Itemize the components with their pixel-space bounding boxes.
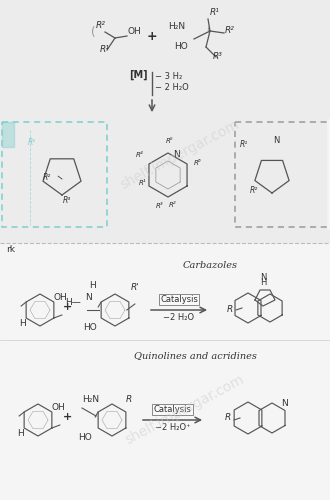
- Text: N: N: [173, 150, 180, 159]
- Text: R²: R²: [250, 186, 258, 195]
- Text: N: N: [280, 399, 287, 408]
- Text: R³: R³: [213, 52, 223, 61]
- Text: H: H: [90, 281, 96, 290]
- Text: Catalysis: Catalysis: [153, 405, 191, 414]
- Text: −2 H₂O⁺: −2 H₂O⁺: [155, 423, 190, 432]
- Text: −2 H₂O: −2 H₂O: [163, 313, 195, 322]
- Text: N: N: [273, 136, 279, 145]
- Text: H₂N: H₂N: [82, 395, 99, 404]
- Text: HO: HO: [78, 433, 92, 442]
- Bar: [2, 122, 107, 227]
- Text: OH: OH: [54, 293, 68, 302]
- Text: OH: OH: [127, 27, 141, 36]
- Text: R: R: [126, 395, 132, 404]
- Text: Quinolines and acridines: Quinolines and acridines: [134, 351, 256, 360]
- Text: N: N: [260, 273, 266, 282]
- Text: R²: R²: [169, 202, 177, 208]
- Text: (: (: [91, 26, 95, 39]
- Text: R¹: R¹: [100, 45, 110, 54]
- Text: R²: R²: [225, 26, 235, 35]
- Bar: [0, 0, 330, 243]
- Bar: [235, 122, 330, 227]
- Bar: [2, 122, 14, 147]
- Text: R³: R³: [156, 203, 164, 209]
- Text: Catalysis: Catalysis: [160, 295, 198, 304]
- Text: +: +: [63, 302, 73, 312]
- Text: [M]: [M]: [129, 70, 148, 80]
- Text: R¹: R¹: [139, 180, 147, 186]
- Text: rk: rk: [6, 245, 15, 254]
- Text: +: +: [147, 30, 157, 43]
- Text: R²: R²: [96, 21, 106, 30]
- Text: R¹: R¹: [210, 8, 220, 17]
- Text: H₂N: H₂N: [168, 22, 185, 31]
- Text: R³: R³: [63, 196, 71, 205]
- Text: OH: OH: [52, 403, 66, 412]
- Text: R²: R²: [43, 173, 51, 182]
- Text: R: R: [227, 305, 233, 314]
- Text: N: N: [85, 293, 92, 302]
- Bar: [0, 243, 330, 500]
- Text: H: H: [18, 319, 25, 328]
- Text: HO: HO: [83, 323, 97, 332]
- Text: R⁴: R⁴: [136, 152, 144, 158]
- Text: H: H: [260, 278, 266, 287]
- Text: shelf.impergar.com: shelf.impergar.com: [123, 372, 247, 448]
- Text: R': R': [131, 283, 140, 292]
- Text: Carbazoles: Carbazoles: [182, 261, 238, 270]
- Text: R: R: [225, 413, 231, 422]
- Text: − 3 H₂: − 3 H₂: [155, 72, 182, 81]
- Text: +: +: [63, 412, 73, 422]
- Text: H: H: [16, 429, 23, 438]
- Text: R⁶: R⁶: [194, 160, 202, 166]
- Text: HO: HO: [174, 42, 188, 51]
- Text: shelf.impergar.com: shelf.impergar.com: [118, 118, 242, 192]
- Text: − 2 H₂O: − 2 H₂O: [155, 83, 189, 92]
- Text: R⁵: R⁵: [166, 138, 174, 144]
- Text: R¹: R¹: [240, 140, 248, 149]
- Text: (: (: [206, 25, 210, 35]
- Text: H—: H—: [65, 298, 81, 307]
- Text: R¹: R¹: [28, 138, 36, 147]
